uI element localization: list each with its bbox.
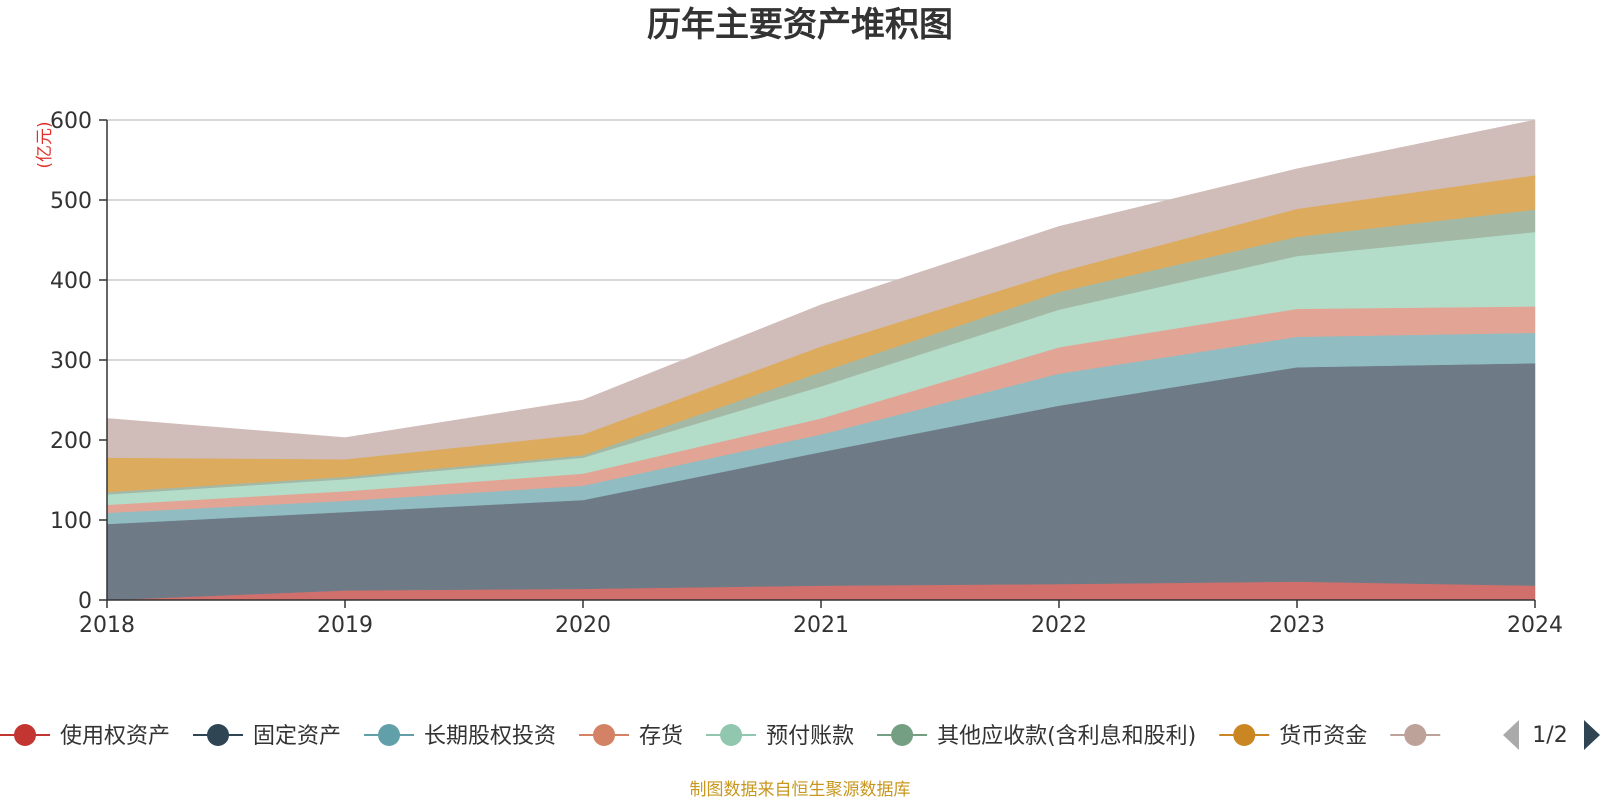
legend-page-indicator: 1/2 xyxy=(1532,723,1567,748)
area-series-layer xyxy=(106,119,1536,601)
x-tick-label: 2024 xyxy=(1507,613,1563,638)
legend-label: 存货 xyxy=(639,724,683,749)
legend-circle-icon xyxy=(207,724,230,746)
legend-item-5[interactable]: 预付账款 xyxy=(706,724,854,749)
legend-item-7[interactable]: 货币资金 xyxy=(1219,724,1367,749)
legend-items: 使用权资产 固定资产 长期股权投资 存货 预付账款 其他应收款(含利息和股利) 货币资金 xyxy=(0,724,1441,749)
legend-circle-icon xyxy=(1404,724,1427,746)
legend-pager: 1/2 xyxy=(1503,720,1600,750)
legend-next-page-icon[interactable] xyxy=(1584,720,1600,750)
y-tick-label: 600 xyxy=(50,109,92,134)
area-series-8 xyxy=(106,119,1536,460)
legend-item-4[interactable]: 存货 xyxy=(579,724,683,749)
legend-label: 货币资金 xyxy=(1279,724,1367,749)
legend-circle-icon xyxy=(14,724,36,746)
legend-item-2[interactable]: 固定资产 xyxy=(193,724,341,749)
x-tick-label: 2019 xyxy=(317,613,373,638)
legend-label: 固定资产 xyxy=(253,724,341,749)
legend-item-8[interactable] xyxy=(1390,724,1441,746)
y-unit-label: (亿元) xyxy=(35,121,55,168)
legend-item-6[interactable]: 其他应收款(含利息和股利) xyxy=(877,724,1196,749)
legend-prev-page-icon[interactable] xyxy=(1503,720,1519,750)
legend-circle-icon xyxy=(1233,724,1256,746)
x-tick-label: 2018 xyxy=(79,613,135,638)
legend-circle-icon xyxy=(891,724,914,746)
legend-label: 其他应收款(含利息和股利) xyxy=(937,724,1196,749)
axes: 0 100 200 300 400 500 600 2018 2019 2020 2021 2022 2… xyxy=(50,109,1563,638)
legend-item-1[interactable]: 使用权资产 xyxy=(0,724,170,749)
y-tick-label: 400 xyxy=(50,269,92,294)
legend-label: 长期股权投资 xyxy=(424,724,556,749)
data-source-note: 制图数据来自恒生聚源数据库 xyxy=(690,780,911,800)
legend-circle-icon xyxy=(593,724,616,746)
y-tick-label: 0 xyxy=(78,589,92,614)
legend-label: 使用权资产 xyxy=(60,724,170,749)
legend-circle-icon xyxy=(378,724,401,746)
chart-title: 历年主要资产堆积图 xyxy=(647,5,953,45)
legend[interactable]: 使用权资产 固定资产 长期股权投资 存货 预付账款 其他应收款(含利息和股利) 货币资金 xyxy=(0,724,1441,749)
y-tick-label: 100 xyxy=(50,509,92,534)
legend-label: 预付账款 xyxy=(766,724,854,749)
y-tick-label: 300 xyxy=(50,349,92,374)
x-tick-label: 2020 xyxy=(555,613,611,638)
y-tick-label: 200 xyxy=(50,429,92,454)
x-tick-label: 2023 xyxy=(1269,613,1325,638)
legend-item-3[interactable]: 长期股权投资 xyxy=(364,724,556,749)
y-tick-label: 500 xyxy=(50,189,92,214)
x-tick-label: 2022 xyxy=(1031,613,1087,638)
x-tick-label: 2021 xyxy=(793,613,849,638)
legend-circle-icon xyxy=(720,724,743,746)
